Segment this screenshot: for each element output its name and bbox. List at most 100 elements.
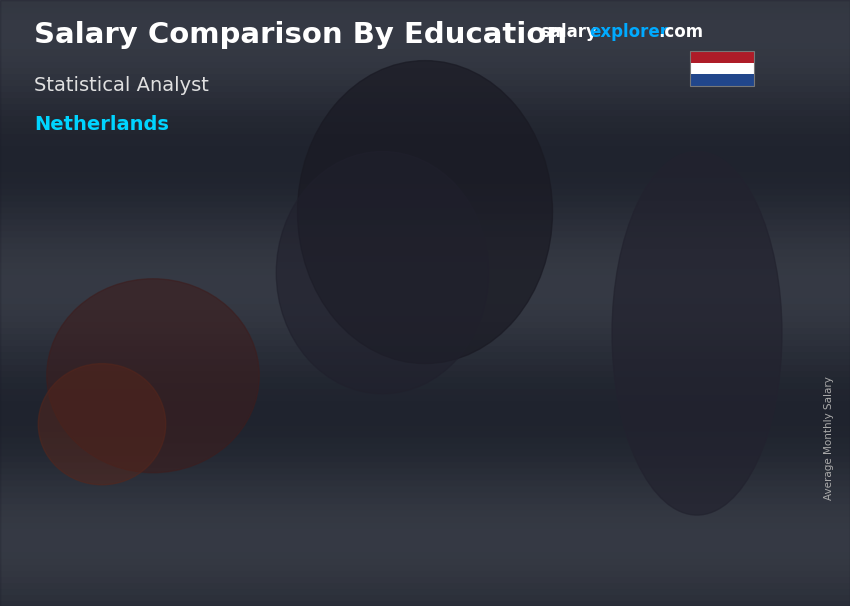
Bar [0,224,850,230]
Bar [0,345,850,351]
Bar [0,67,850,73]
Bar [0,545,850,551]
Bar [0,473,850,479]
Bar [0,279,850,285]
Text: 3,120 EUR: 3,120 EUR [50,395,130,410]
Text: 4,290 EUR: 4,290 EUR [349,352,429,367]
Bar [0,267,850,273]
Text: explorer: explorer [589,23,668,41]
Polygon shape [442,370,450,533]
Bar [0,479,850,485]
Bar [0,358,850,364]
Bar [0,461,850,467]
Bar [0,36,850,42]
Bar [0,291,850,297]
Bar [0,145,850,152]
Bar [0,564,850,570]
Bar [0,351,850,358]
Bar [0,285,850,291]
Bar [0,327,850,333]
Bar [0,321,850,327]
Bar [0,570,850,576]
Bar [0,315,850,321]
Bar [0,582,850,588]
Polygon shape [661,268,669,533]
Bar [0,418,850,424]
Bar [0,236,850,242]
Bar [0,527,850,533]
Bar [0,521,850,527]
Bar [0,230,850,236]
Bar [0,79,850,85]
Bar [0,127,850,133]
Bar [0,109,850,115]
Bar [0,121,850,127]
Bar [0,18,850,24]
Bar [0,515,850,521]
Bar [0,97,850,103]
Polygon shape [359,375,442,533]
Bar [0,91,850,97]
Bar [0,170,850,176]
Bar [0,218,850,224]
Bar [0,212,850,218]
Bar [0,533,850,539]
Bar [0,594,850,600]
Bar [0,394,850,400]
Bar [0,436,850,442]
Bar [0,442,850,448]
Bar [0,576,850,582]
Bar [0,400,850,406]
Text: Statistical Analyst: Statistical Analyst [34,76,209,95]
Ellipse shape [298,61,552,364]
Bar [0,158,850,164]
Text: Salary Comparison By Education: Salary Comparison By Education [34,21,567,49]
Bar [0,139,850,145]
Text: .com: .com [658,23,703,41]
Bar [0,430,850,436]
Text: salary: salary [540,23,597,41]
Bar [0,539,850,545]
Bar [0,600,850,606]
Polygon shape [578,268,669,273]
Bar [0,61,850,67]
Bar [0,551,850,558]
Bar [0,412,850,418]
Bar [0,12,850,18]
Ellipse shape [38,364,166,485]
Polygon shape [359,370,450,375]
Text: 7,020 EUR: 7,020 EUR [688,251,768,266]
Bar [0,194,850,200]
Bar [0,303,850,309]
Bar [0,388,850,394]
Bar [0,588,850,594]
Bar [0,424,850,430]
Bar [0,0,850,6]
Bar [0,152,850,158]
Polygon shape [139,413,230,418]
Bar [0,73,850,79]
Bar [0,42,850,48]
Bar [0,376,850,382]
Bar [0,382,850,388]
Bar [0,242,850,248]
Bar [0,509,850,515]
Bar [0,497,850,503]
Bar [0,261,850,267]
Ellipse shape [47,279,259,473]
Bar [0,182,850,188]
Bar [0,503,850,509]
Bar [0,30,850,36]
Bar [0,103,850,109]
Polygon shape [222,413,230,533]
Text: +64%: +64% [447,185,537,213]
Bar [0,248,850,255]
Ellipse shape [612,152,782,515]
Bar [0,448,850,454]
Bar [0,24,850,30]
Text: +38%: +38% [228,299,318,328]
Bar [0,485,850,491]
Bar [0,297,850,303]
Bar [0,55,850,61]
Bar [0,188,850,194]
